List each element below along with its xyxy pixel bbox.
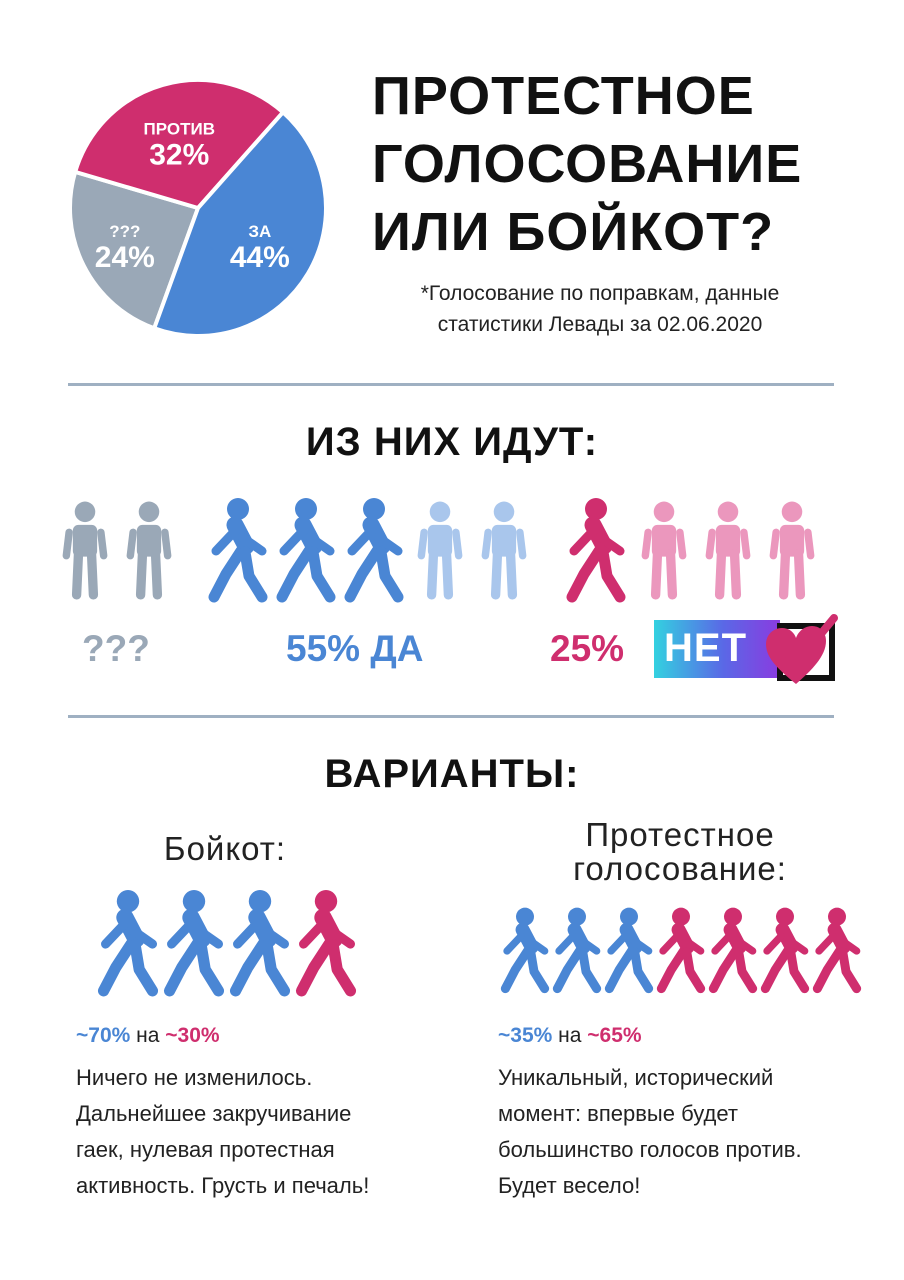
- stand-person-icon: [121, 496, 177, 606]
- walking-person-icon: [760, 906, 810, 996]
- stand-person-icon: [412, 496, 468, 606]
- boycott-ratio: ~70% на ~30%: [76, 1024, 220, 1048]
- walking-person-icon: [276, 496, 336, 606]
- title-line-2: ГОЛОСОВАНИЕ: [372, 134, 803, 194]
- walking-person-icon: [604, 906, 654, 996]
- pie-slice-label: ???: [109, 222, 140, 241]
- boycott-ratio-mid: на: [136, 1024, 160, 1047]
- boycott-line-4: активность. Грусть и печаль!: [76, 1173, 370, 1198]
- source-note-line-2: статистики Левады за 02.06.2020: [437, 313, 763, 336]
- walking-person-icon: [552, 906, 602, 996]
- stand-person-icon: [636, 496, 692, 606]
- divider-top: [68, 383, 834, 386]
- pie-slice-value: 32%: [149, 139, 209, 172]
- yes-label: 55% ДА: [286, 628, 424, 669]
- protest-ratio-mid: на: [558, 1024, 582, 1047]
- stand-person-icon: [764, 496, 820, 606]
- pie-slice-value: 24%: [95, 241, 155, 274]
- boycott-ratio-pink: ~30%: [165, 1024, 220, 1047]
- no-campaign-logo: [654, 620, 780, 678]
- pie-slice: [68, 169, 201, 331]
- protest-line-3: большинство голосов против.: [498, 1137, 802, 1162]
- walking-person-icon: [812, 906, 862, 996]
- protest-title: Протестное голосование:: [500, 818, 860, 886]
- protest-line-4: Будет весело!: [498, 1173, 641, 1198]
- walking-person-icon: [96, 888, 160, 1000]
- protest-title-line-1: Протестное: [585, 816, 775, 853]
- pie-slice: [72, 78, 286, 211]
- walking-person-icon: [500, 906, 550, 996]
- pie-slice-label: ЗА: [248, 222, 271, 241]
- walking-person-icon: [566, 496, 626, 606]
- unknown-label: ???: [82, 628, 150, 669]
- divider-middle: [68, 715, 834, 718]
- boycott-line-1: Ничего не изменилось.: [76, 1065, 313, 1090]
- protest-title-line-2: голосование:: [573, 850, 787, 887]
- stand-person-icon: [476, 496, 532, 606]
- pie-slice-value: 44%: [230, 241, 290, 274]
- protest-ratio: ~35% на ~65%: [498, 1024, 642, 1048]
- options-heading: ВАРИАНТЫ:: [324, 752, 580, 796]
- protest-ratio-pink: ~65%: [587, 1024, 642, 1047]
- source-note-line-1: *Голосование по поправкам, данные: [420, 282, 780, 305]
- walking-person-icon: [294, 888, 358, 1000]
- stand-person-icon: [57, 496, 113, 606]
- no-campaign-text: НЕТ: [664, 626, 747, 670]
- pie-slice: [151, 109, 328, 338]
- title-line-3: ИЛИ БОЙКОТ?: [372, 202, 775, 262]
- title-line-1: ПРОТЕСТНОЕ: [372, 66, 755, 126]
- walking-person-icon: [208, 496, 268, 606]
- walking-person-icon: [344, 496, 404, 606]
- boycott-line-3: гаек, нулевая протестная: [76, 1137, 335, 1162]
- no-percent-label: 25%: [550, 628, 625, 669]
- boycott-ratio-blue: ~70%: [76, 1024, 131, 1047]
- walking-person-icon: [708, 906, 758, 996]
- protest-line-1: Уникальный, исторический: [498, 1065, 774, 1090]
- boycott-title: Бойкот:: [163, 830, 287, 867]
- protest-ratio-blue: ~35%: [498, 1024, 553, 1047]
- walking-person-icon: [656, 906, 706, 996]
- page-title: ПРОТЕСТНОЕ ГОЛОСОВАНИЕ ИЛИ БОЙКОТ?: [372, 62, 892, 266]
- boycott-line-2: Дальнейшее закручивание: [76, 1101, 352, 1126]
- walking-person-icon: [228, 888, 292, 1000]
- walking-person-icon: [162, 888, 226, 1000]
- protest-line-2: момент: впервые будет: [498, 1101, 738, 1126]
- boycott-description: Ничего не изменилось. Дальнейшее закручи…: [76, 1060, 456, 1204]
- source-note: *Голосование по поправкам, данные статис…: [340, 278, 860, 340]
- turnout-heading: ИЗ НИХ ИДУТ:: [305, 420, 599, 464]
- heart-checkbox-icon: [766, 614, 838, 684]
- stand-person-icon: [700, 496, 756, 606]
- protest-description: Уникальный, исторический момент: впервые…: [498, 1060, 878, 1204]
- pie-slice-label: ПРОТИВ: [144, 120, 215, 139]
